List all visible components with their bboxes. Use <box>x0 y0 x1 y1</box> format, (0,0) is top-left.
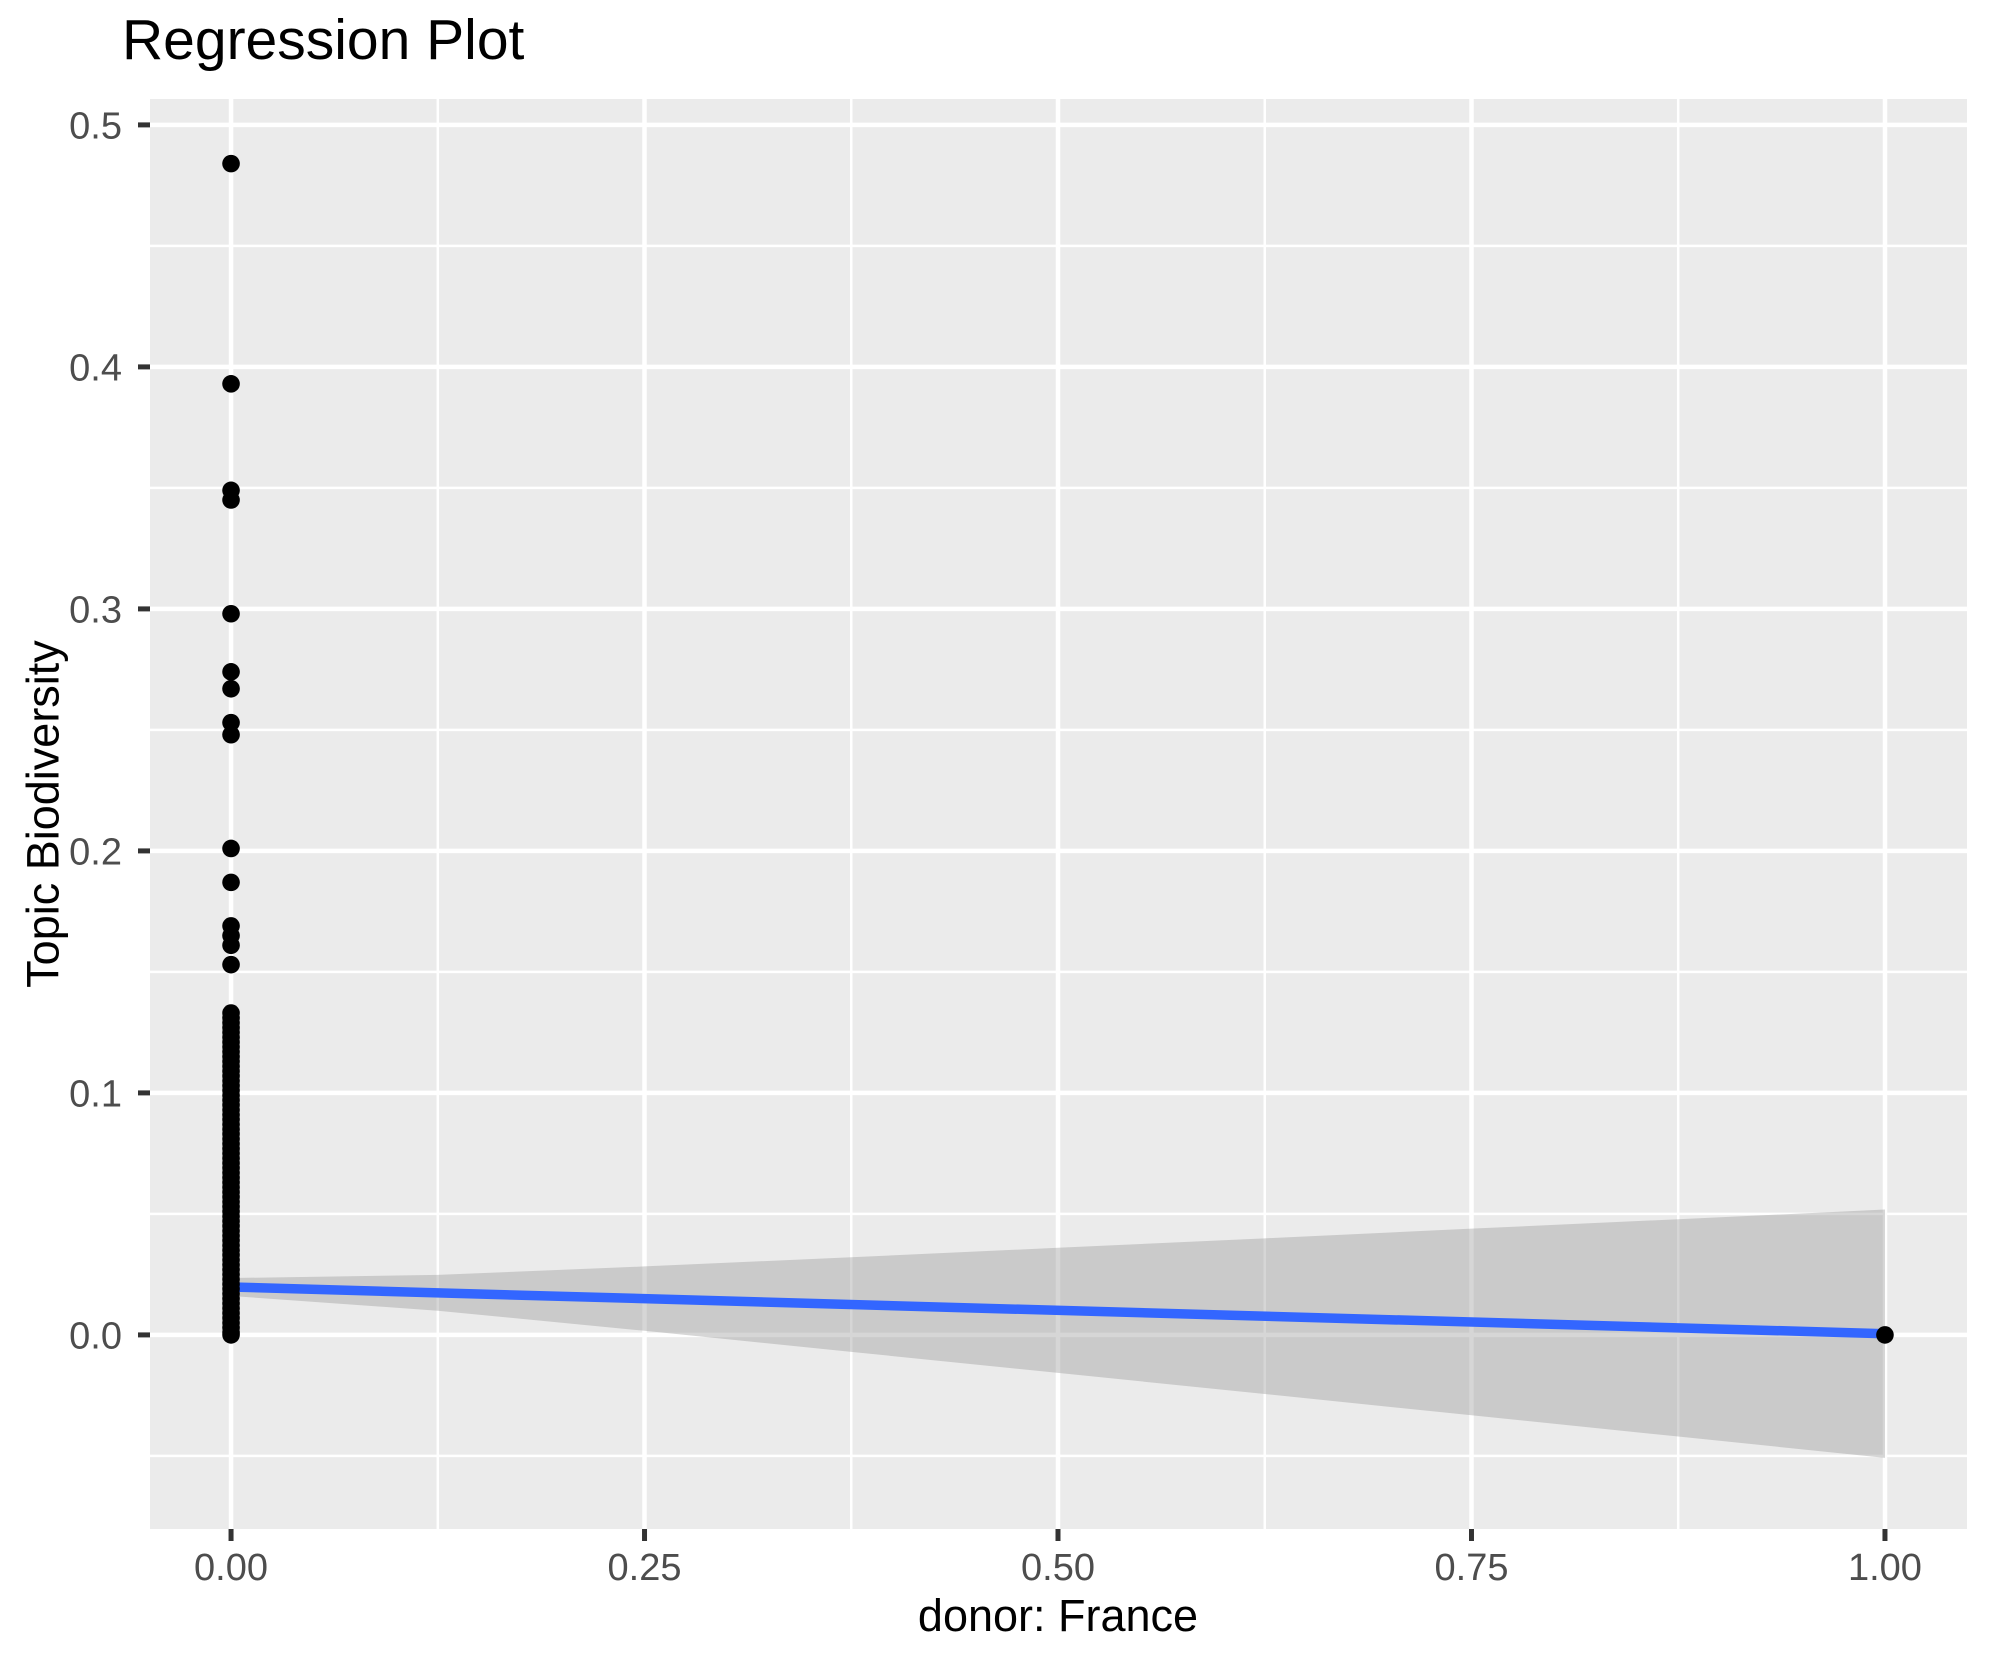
scatter-point <box>222 663 240 681</box>
scatter-point <box>222 873 240 892</box>
y-tick-label: 0.5 <box>69 105 122 147</box>
scatter-point <box>222 154 240 173</box>
x-axis-title: donor: France <box>917 1590 1199 1641</box>
scatter-point <box>222 375 240 393</box>
scatter-point <box>1876 1326 1894 1344</box>
x-tick-label: 0.25 <box>608 1547 682 1589</box>
x-tick-label: 0.00 <box>194 1547 268 1589</box>
scatter-point <box>222 604 240 623</box>
chart-title: Regression Plot <box>122 8 525 72</box>
regression-line <box>226 1282 1890 1339</box>
scatter-point <box>222 491 240 509</box>
y-tick-label: 0.1 <box>69 1073 122 1115</box>
scatter-point <box>222 1326 240 1344</box>
scatter-point <box>222 936 240 955</box>
y-tick-label: 0.4 <box>69 347 122 389</box>
y-axis-title: Topic Biodiversity <box>17 640 69 988</box>
y-tick-label: 0.2 <box>69 831 122 873</box>
scatter-point <box>222 725 240 744</box>
scatter-point <box>222 839 240 858</box>
scatter-point <box>222 679 240 698</box>
x-tick-label: 1.00 <box>1848 1547 1922 1589</box>
x-tick-label: 0.50 <box>1021 1547 1095 1589</box>
y-tick-label: 0.0 <box>69 1315 122 1357</box>
y-tick-label: 0.3 <box>69 589 122 631</box>
scatter-point <box>222 955 240 974</box>
x-tick-label: 0.75 <box>1435 1547 1509 1589</box>
confidence-band <box>231 1209 1885 1458</box>
scatter-point <box>222 713 240 732</box>
